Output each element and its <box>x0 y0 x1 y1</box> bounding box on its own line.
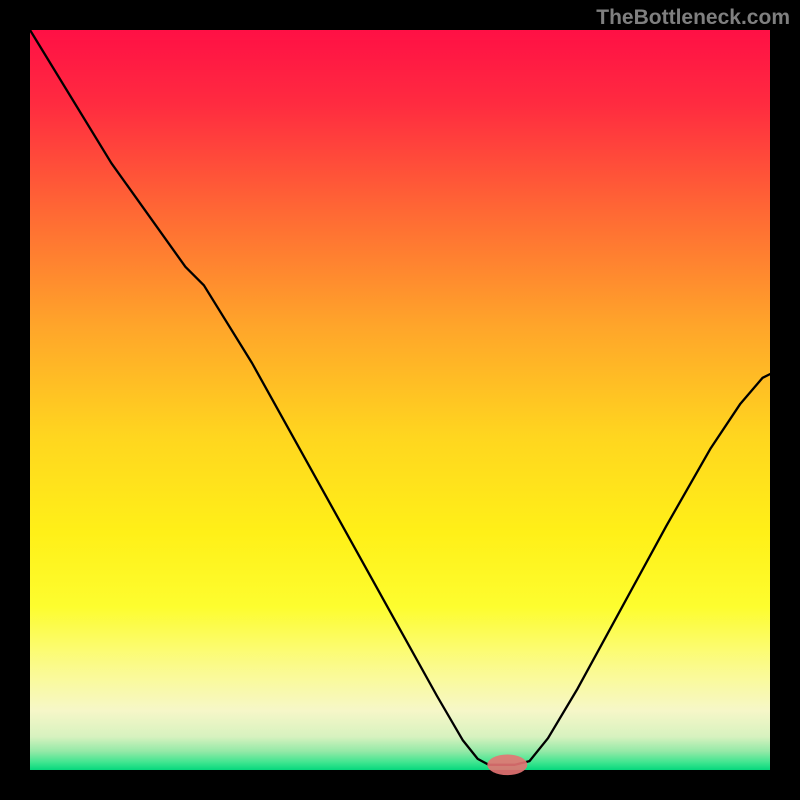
plot-gradient-background <box>30 30 770 770</box>
chart-svg <box>0 0 800 800</box>
watermark-text: TheBottleneck.com <box>596 6 790 30</box>
chart-container: TheBottleneck.com <box>0 0 800 800</box>
optimal-point-marker <box>487 754 527 775</box>
